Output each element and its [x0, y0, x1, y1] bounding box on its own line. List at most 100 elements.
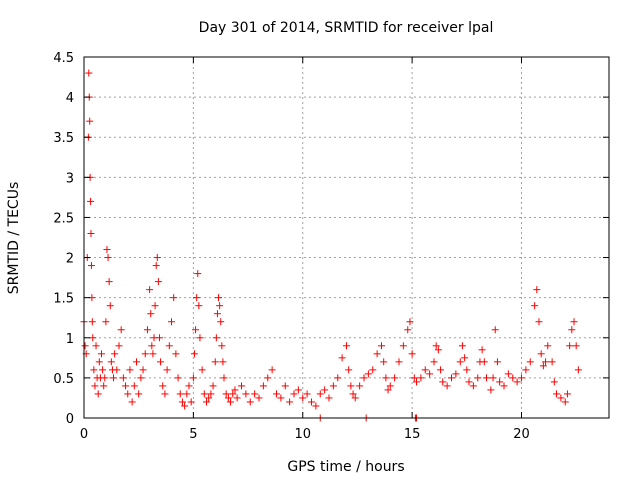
data-point [192, 326, 200, 334]
data-point [434, 346, 442, 354]
data-point [465, 378, 473, 386]
data-point [149, 350, 157, 358]
data-point [87, 197, 95, 205]
data-point [152, 262, 160, 270]
y-tick-label: 4 [66, 91, 74, 106]
data-point [364, 370, 372, 378]
data-point [351, 394, 359, 402]
data-point [531, 302, 539, 310]
data-point [98, 350, 105, 358]
data-point [277, 394, 285, 402]
y-tick-label: 3.5 [53, 131, 74, 146]
data-point [294, 386, 302, 394]
data-point [290, 390, 298, 398]
data-point [219, 358, 227, 366]
data-point [88, 318, 96, 326]
data-point [544, 342, 552, 350]
data-point [213, 310, 221, 318]
data-point [203, 398, 210, 406]
data-point [321, 386, 329, 394]
data-point [106, 302, 114, 310]
data-point [101, 374, 109, 382]
data-point [229, 390, 237, 398]
data-point [259, 382, 267, 390]
data-point [474, 374, 482, 382]
data-point [548, 358, 556, 366]
data-point [439, 378, 447, 386]
data-point [430, 358, 438, 366]
data-point [386, 382, 394, 390]
y-axis-label: SRMTID / TECUs [6, 182, 22, 295]
data-point [493, 358, 501, 366]
y-tick-label: 0.5 [53, 372, 74, 387]
data-point [165, 342, 173, 350]
data-point [347, 382, 355, 390]
data-point [509, 374, 517, 382]
data-point [86, 117, 94, 125]
data-point [480, 358, 488, 366]
data-point [299, 394, 307, 402]
data-point [233, 394, 241, 402]
y-tick-label: 2 [66, 252, 74, 267]
data-point [187, 398, 195, 406]
data-point [413, 378, 420, 386]
data-point [174, 374, 182, 382]
data-point [281, 382, 289, 390]
data-point [557, 394, 565, 402]
data-point [172, 350, 180, 358]
data-point [426, 370, 434, 378]
data-point [404, 326, 412, 334]
data-point [110, 374, 118, 382]
data-point [99, 366, 107, 374]
data-point [231, 386, 239, 394]
data-point [155, 334, 163, 342]
data-point [119, 374, 127, 382]
y-tick-label: 2.5 [53, 211, 74, 226]
data-point [443, 382, 451, 390]
data-point [483, 374, 490, 382]
data-point [242, 390, 250, 398]
data-point [151, 302, 159, 310]
data-point [198, 366, 206, 374]
data-point [550, 378, 558, 386]
data-point [343, 342, 350, 350]
data-point [496, 378, 504, 386]
data-point [329, 382, 337, 390]
data-point [100, 382, 108, 390]
data-point [539, 362, 547, 370]
data-point [85, 69, 93, 77]
data-points [80, 69, 582, 422]
data-point [176, 390, 184, 398]
data-point [522, 366, 530, 374]
x-tick-label: 0 [80, 427, 88, 442]
data-point [81, 342, 89, 350]
data-point [421, 366, 429, 374]
data-point [212, 334, 220, 342]
data-point [211, 358, 219, 366]
data-point [384, 386, 392, 394]
data-point [200, 390, 208, 398]
data-point [159, 382, 167, 390]
data-point [360, 374, 368, 382]
data-point [153, 254, 161, 262]
data-point [513, 378, 521, 386]
data-point [526, 358, 534, 366]
data-point [107, 358, 115, 366]
data-point [113, 366, 121, 374]
data-point [410, 374, 418, 382]
y-tick-label: 1.5 [53, 292, 74, 307]
data-point [137, 374, 145, 382]
data-point [103, 246, 111, 254]
data-point [568, 326, 576, 334]
x-tick-label: 10 [294, 427, 311, 442]
data-point [489, 374, 497, 382]
x-tick-labels: 0 5 10 15 20 [80, 427, 530, 442]
data-point [170, 294, 178, 302]
data-point [195, 302, 203, 310]
data-point [535, 318, 543, 326]
data-point [338, 354, 346, 362]
data-point [222, 390, 230, 398]
data-point [94, 390, 102, 398]
data-point [456, 358, 464, 366]
data-point [382, 374, 390, 382]
